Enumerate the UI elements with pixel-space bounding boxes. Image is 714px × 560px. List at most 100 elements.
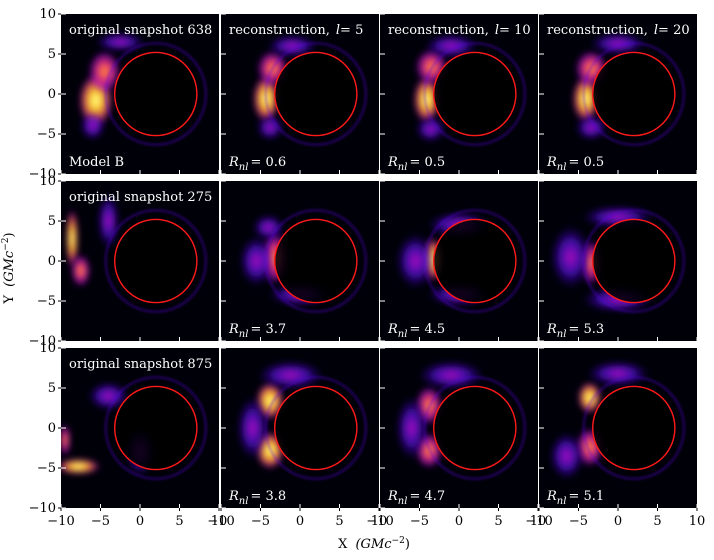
panel-title-text: original snapshot 875 bbox=[69, 357, 212, 372]
y-axis-units: (GMc bbox=[2, 250, 17, 287]
y-tick-label: 5 bbox=[48, 214, 56, 229]
emission-blob bbox=[415, 116, 446, 142]
lensed-arc bbox=[582, 42, 685, 146]
x-axis-units-exponent: −2 bbox=[392, 536, 405, 546]
x-tick-label: −10 bbox=[207, 514, 234, 529]
panel-r3-c3: Rnl = 4.7 bbox=[379, 347, 539, 509]
rnl-symbol: R bbox=[387, 489, 398, 504]
emission-blob bbox=[79, 111, 106, 141]
shadow-region bbox=[592, 219, 675, 303]
photon-ring-circle bbox=[433, 385, 517, 471]
y-axis-units-exponent: −2 bbox=[1, 238, 11, 251]
rnl-label: Rnl = 4.7 bbox=[387, 489, 445, 507]
x-axis-units-close: ) bbox=[405, 537, 410, 552]
x-tick-label: 10 bbox=[211, 514, 228, 529]
x-tick-label: 10 bbox=[371, 514, 388, 529]
emission-image bbox=[572, 32, 685, 146]
y-tick-label: 0 bbox=[48, 254, 56, 269]
lensed-arc bbox=[264, 42, 367, 146]
emission-image bbox=[413, 34, 526, 146]
emission-blob bbox=[417, 360, 485, 390]
panel-r3-c1: original snapshot 875 bbox=[60, 347, 220, 509]
rnl-label: Rnl = 4.5 bbox=[387, 322, 445, 340]
emission-blob bbox=[94, 32, 146, 52]
y-tick-label: 10 bbox=[39, 174, 56, 189]
model-label: Model B bbox=[69, 155, 124, 170]
rnl-value: = 0.5 bbox=[568, 155, 604, 170]
y-tick-label: −10 bbox=[29, 501, 56, 516]
panel-title-text: reconstruction, bbox=[229, 23, 330, 38]
emission-blob bbox=[239, 235, 274, 287]
emission-blob bbox=[256, 114, 284, 141]
panel-r2-c1: original snapshot 275 bbox=[60, 180, 220, 342]
panel-r1-c2: reconstruction, l= 5 Rnl = 0.6 bbox=[220, 13, 380, 175]
photon-ring-circle bbox=[114, 218, 198, 304]
emission-blob bbox=[572, 74, 600, 123]
shadow-region bbox=[274, 219, 357, 303]
rnl-label: Rnl = 3.8 bbox=[228, 489, 286, 507]
panel-title-text: original snapshot 638 bbox=[69, 23, 212, 38]
rnl-value: = 5.3 bbox=[568, 322, 604, 337]
shadow-region bbox=[592, 52, 675, 136]
emission-image bbox=[236, 360, 367, 480]
x-tick-label: −5 bbox=[569, 514, 588, 529]
y-axis-title: Y (GMc−2) bbox=[1, 232, 17, 304]
rnl-subscript: nl bbox=[557, 329, 567, 340]
rnl-value: = 0.6 bbox=[250, 155, 286, 170]
emission-blob bbox=[424, 34, 478, 58]
panel-r3-c2: Rnl = 3.8 bbox=[220, 347, 380, 509]
photon-ring-circle bbox=[592, 51, 676, 137]
emission-image bbox=[395, 360, 526, 480]
lensed-arc bbox=[582, 376, 685, 480]
panel-title-text: reconstruction, bbox=[547, 23, 648, 38]
x-axis-title: X (GMc−2) bbox=[338, 536, 410, 552]
y-axis-units-close: ) bbox=[2, 232, 17, 237]
photon-ring-circle bbox=[114, 51, 198, 137]
rnl-value: = 0.5 bbox=[409, 155, 445, 170]
shadow-region bbox=[433, 52, 516, 136]
lensed-arc bbox=[104, 376, 207, 480]
lensed-arc bbox=[264, 209, 367, 313]
photon-ring-circle bbox=[114, 385, 198, 471]
lensed-arc bbox=[104, 42, 207, 146]
emission-blob bbox=[87, 381, 129, 411]
x-tick-label: 5 bbox=[494, 514, 502, 529]
emission-blob bbox=[413, 75, 441, 124]
y-tick-label: −10 bbox=[29, 167, 56, 182]
rnl-label: Rnl = 0.5 bbox=[387, 155, 445, 173]
photon-ring-circle bbox=[274, 385, 358, 471]
x-axis-title-text: X bbox=[338, 537, 348, 552]
emission-blob bbox=[236, 396, 269, 460]
l-value: = 10 bbox=[499, 23, 531, 38]
emission-blob bbox=[395, 233, 436, 289]
rnl-symbol: R bbox=[546, 155, 557, 170]
y-tick-label: −5 bbox=[37, 127, 56, 142]
y-tick-label: 10 bbox=[39, 7, 56, 22]
photon-ring-circle bbox=[592, 385, 676, 471]
photon-ring-circle bbox=[433, 51, 517, 137]
rnl-label: Rnl = 0.5 bbox=[546, 155, 604, 173]
shadow-region bbox=[274, 386, 357, 470]
panel-title: reconstruction, l= 10 bbox=[388, 23, 531, 38]
lensed-arc bbox=[582, 209, 685, 313]
l-symbol: l bbox=[654, 23, 658, 38]
x-tick-label: −10 bbox=[366, 514, 393, 529]
x-tick-label: 10 bbox=[530, 514, 547, 529]
lensed-arc bbox=[104, 209, 207, 313]
emission-blob bbox=[61, 458, 101, 475]
rnl-value: = 5.1 bbox=[568, 489, 604, 504]
photon-ring-circle bbox=[433, 218, 517, 304]
panel-title: reconstruction, l= 20 bbox=[547, 23, 690, 38]
emission-image bbox=[61, 376, 207, 480]
photon-ring-circle bbox=[592, 218, 676, 304]
y-tick-label: −5 bbox=[37, 294, 56, 309]
rnl-label: Rnl = 0.6 bbox=[228, 155, 286, 173]
y-tick-label: −5 bbox=[37, 461, 56, 476]
panel-r1-c4: reconstruction, l= 20 Rnl = 0.5 bbox=[538, 13, 698, 175]
shadow-region bbox=[592, 386, 675, 470]
rnl-subscript: nl bbox=[557, 162, 567, 173]
rnl-symbol: R bbox=[387, 322, 398, 337]
l-symbol: l bbox=[336, 23, 340, 38]
emission-blob bbox=[266, 34, 318, 58]
